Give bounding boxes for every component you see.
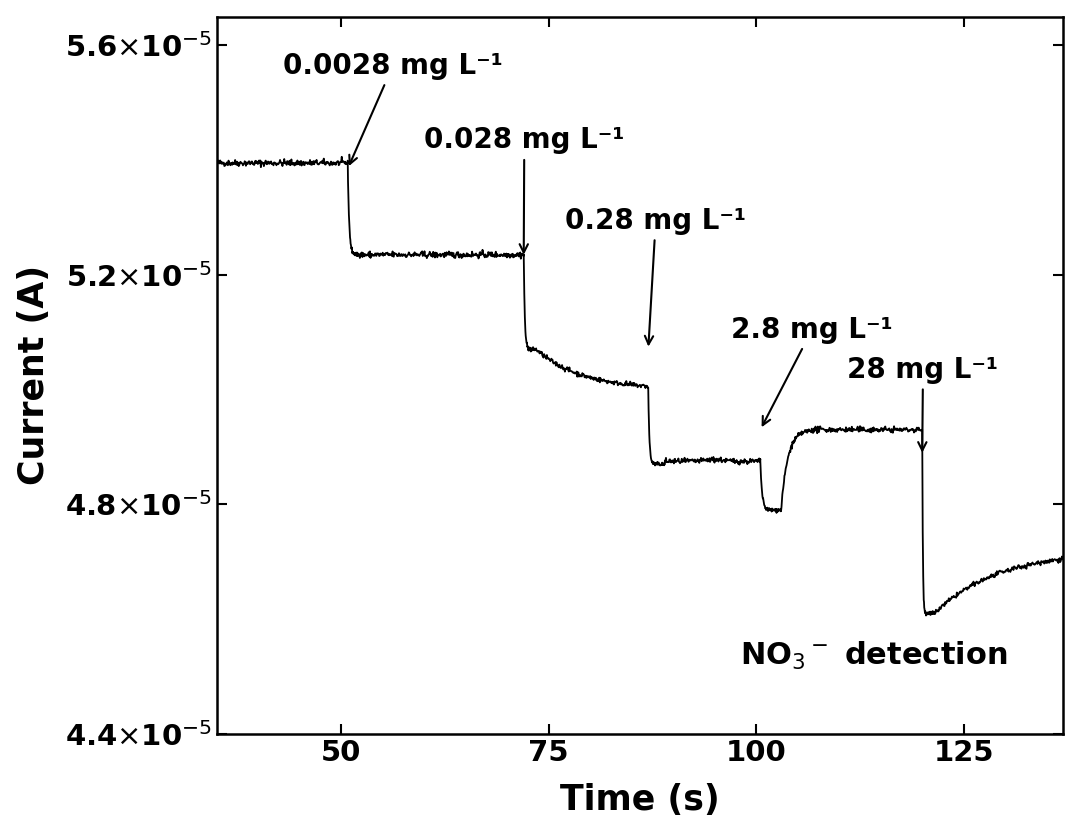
Text: 28 mg L⁻¹: 28 mg L⁻¹ (848, 356, 999, 450)
Text: 0.028 mg L⁻¹: 0.028 mg L⁻¹ (424, 127, 624, 253)
Text: 0.0028 mg L⁻¹: 0.0028 mg L⁻¹ (283, 52, 502, 164)
Y-axis label: Current (A): Current (A) (16, 265, 51, 485)
Text: NO$_3$$^-$ detection: NO$_3$$^-$ detection (740, 641, 1007, 672)
Text: 2.8 mg L⁻¹: 2.8 mg L⁻¹ (731, 316, 893, 425)
X-axis label: Time (s): Time (s) (561, 783, 720, 817)
Text: 0.28 mg L⁻¹: 0.28 mg L⁻¹ (565, 207, 746, 344)
